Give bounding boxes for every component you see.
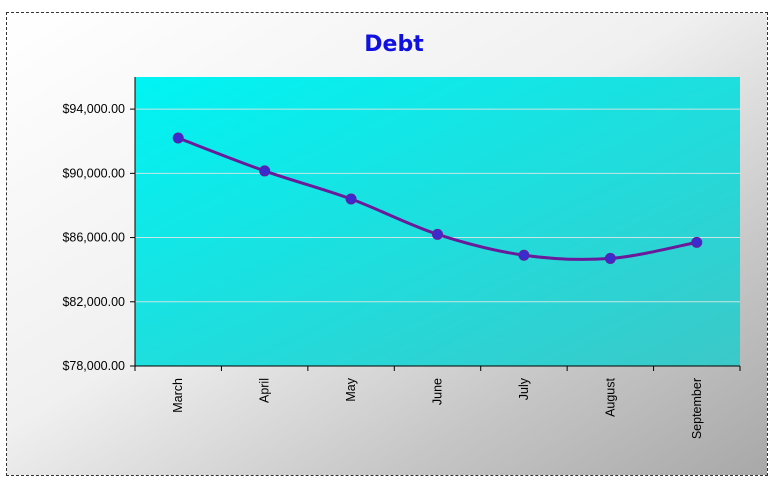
data-point <box>432 228 443 240</box>
axes: $78,000.00 $82,000.00 $86,000.00 $90,000.00… <box>62 77 741 439</box>
plot-area <box>135 77 740 366</box>
x-tick-label: April <box>258 378 272 403</box>
series-debt <box>172 132 703 264</box>
data-point <box>691 236 703 248</box>
y-tick-label: $90,000.00 <box>62 166 125 180</box>
y-tick-label: $78,000.00 <box>62 359 125 373</box>
data-point <box>604 252 616 264</box>
x-tick-label: June <box>431 378 445 405</box>
chart-title: Debt <box>364 32 424 57</box>
y-tick-label: $94,000.00 <box>62 102 125 116</box>
data-point <box>259 165 271 177</box>
x-tick-label: September <box>690 378 704 439</box>
y-tick-label: $82,000.00 <box>62 295 125 309</box>
y-tick-label: $86,000.00 <box>62 231 125 245</box>
data-point <box>345 193 357 205</box>
data-point <box>172 132 184 144</box>
chart-frame <box>6 12 768 476</box>
x-tick-label: August <box>603 377 617 416</box>
x-tick-label: July <box>517 377 531 400</box>
x-tick-label: May <box>344 377 358 401</box>
data-point <box>518 249 530 261</box>
x-tick-label: March <box>171 378 185 413</box>
